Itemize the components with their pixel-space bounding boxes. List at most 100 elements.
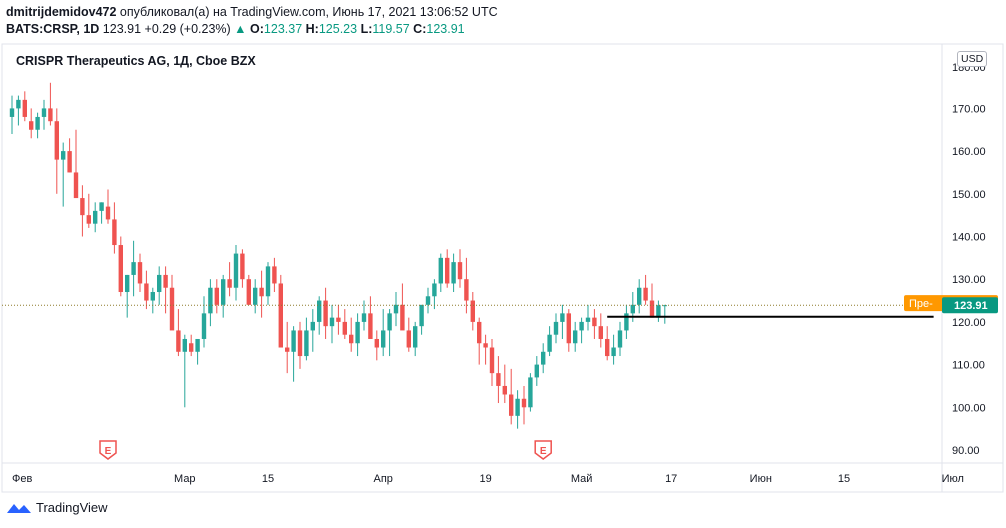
x-tick-label: 15	[262, 473, 274, 485]
y-tick-label: 140.00	[952, 232, 986, 244]
earnings-marker[interactable]	[534, 440, 552, 460]
earnings-marker[interactable]	[99, 440, 117, 460]
candle-body	[310, 321, 315, 331]
candle-body	[221, 279, 226, 305]
candle-body	[643, 287, 648, 301]
candle-body	[112, 219, 117, 246]
chart-frame	[1, 43, 1004, 493]
candle-body	[9, 108, 15, 117]
candle-body	[150, 292, 155, 301]
candle-body	[214, 287, 219, 305]
candle-body	[93, 210, 98, 224]
candle-body	[233, 253, 239, 288]
candle-body	[541, 351, 546, 365]
candle-body	[438, 257, 443, 284]
candle-body	[560, 313, 565, 322]
candle-body	[451, 262, 456, 284]
candle-body	[208, 287, 213, 314]
candle-body	[528, 377, 533, 408]
time-axis[interactable]: Фев Мар 15 Апр 19 Май 17 Июн 15 Июл	[12, 473, 964, 485]
candle-body	[285, 347, 290, 352]
y-tick-label: 170.00	[952, 103, 986, 115]
change-value: +0.29 (+0.23%)	[144, 22, 231, 36]
high-label: H:	[305, 22, 319, 36]
candle-body	[509, 394, 514, 416]
candle-body	[502, 385, 507, 395]
candle-body	[515, 398, 520, 416]
candle-body	[176, 330, 181, 352]
candle-body	[566, 313, 571, 344]
y-tick-label: 100.00	[952, 402, 986, 414]
candle-body	[413, 326, 418, 348]
x-tick-label: 15	[838, 473, 850, 485]
footer-brand[interactable]: TradingView	[6, 500, 108, 515]
open-label: O:	[250, 22, 264, 36]
candle-body	[67, 151, 72, 173]
candle-body	[86, 215, 91, 224]
candle-body	[35, 116, 40, 130]
candle-body	[656, 305, 661, 318]
currency-badge[interactable]: USD	[957, 51, 988, 67]
candle-body	[99, 202, 104, 211]
candle-body	[579, 321, 584, 331]
candle-body	[483, 343, 488, 348]
candle-body	[54, 121, 59, 160]
candle-body	[259, 287, 264, 297]
candle-body	[361, 313, 367, 322]
premarket-prefix: Пре-	[909, 298, 933, 310]
candle-body	[374, 338, 379, 348]
candle-body	[118, 245, 123, 293]
candle-body	[489, 347, 495, 374]
candle-body	[432, 283, 437, 297]
author-name[interactable]: dmitrijdemidov472	[6, 5, 117, 19]
candle-body	[304, 330, 309, 357]
candle-body	[496, 373, 501, 386]
candle-body	[80, 198, 85, 216]
candle-body	[137, 262, 143, 284]
candles-series	[9, 82, 667, 429]
earnings-marker-label: E	[540, 446, 547, 457]
candle-body	[48, 108, 53, 122]
candle-body	[195, 338, 200, 352]
candle-body	[163, 274, 168, 288]
candle-body	[182, 338, 187, 352]
candle-body	[585, 317, 591, 322]
candle-body	[662, 305, 667, 307]
publish-info: dmitrijdemidov472 опубликовал(а) на Trad…	[6, 5, 498, 19]
close-label: C:	[413, 22, 427, 36]
x-tick-label: 17	[665, 473, 677, 485]
candle-body	[201, 313, 207, 339]
candle-body	[227, 279, 232, 288]
y-tick-label: 150.00	[952, 189, 986, 201]
chart-title: CRISPR Therapeutics AG, 1Д, Cboe BZX	[16, 54, 256, 68]
candle-body	[16, 99, 21, 109]
candle-body	[131, 262, 136, 275]
candle-body	[265, 266, 271, 297]
y-tick-label: 120.00	[952, 317, 986, 329]
candle-body	[61, 151, 66, 160]
ohlc-summary: BATS:CRSP, 1D 123.91 +0.29 (+0.23%) ▲ O:…	[6, 22, 465, 36]
open-value: 123.37	[263, 22, 303, 36]
candle-body	[605, 338, 610, 357]
candle-body	[342, 321, 347, 335]
triangle-up-icon: ▲	[234, 22, 247, 36]
candle-body	[419, 304, 424, 327]
candle-body	[649, 300, 655, 318]
price-axis[interactable]: 90.00 100.00 110.00 120.00 130.00 140.00 150.0…	[952, 62, 986, 457]
x-tick-label: Мар	[174, 473, 196, 485]
candle-body	[157, 274, 162, 293]
earnings-marker-label: E	[105, 446, 112, 457]
candle-body	[611, 347, 616, 357]
candle-body	[144, 283, 149, 301]
low-label: L:	[360, 22, 373, 36]
candle-body	[73, 172, 79, 199]
candle-body	[381, 330, 386, 348]
candle-body	[125, 274, 130, 293]
last-price-label: 123.91	[954, 300, 988, 312]
candle-body	[246, 279, 251, 305]
close-value: 123.91	[426, 22, 465, 36]
candle-body	[624, 313, 629, 331]
candle-body	[22, 99, 27, 117]
